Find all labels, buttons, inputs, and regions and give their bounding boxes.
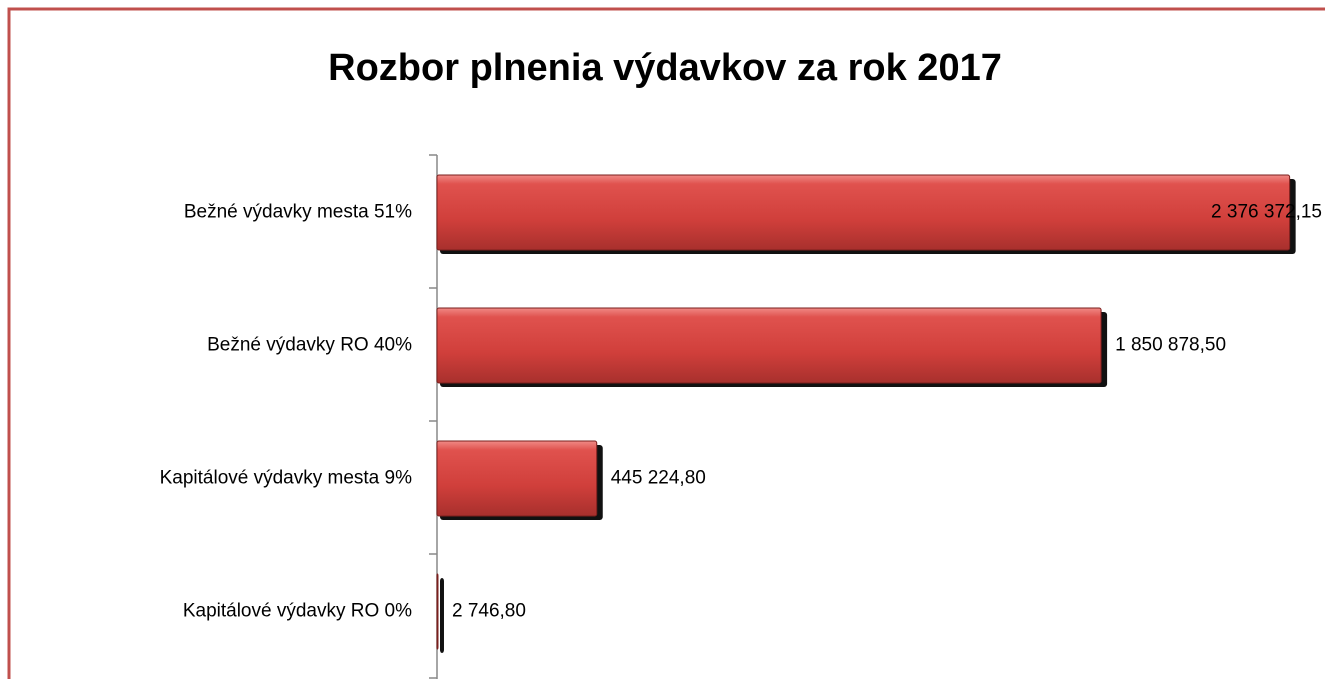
chart-title: Rozbor plnenia výdavkov za rok 2017 bbox=[328, 47, 1002, 89]
bar-shadow bbox=[440, 578, 444, 653]
frame bbox=[7, 7, 1325, 679]
category-label: Kapitálové výdavky mesta 9% bbox=[160, 468, 413, 489]
value-label: 2 376 372,15 bbox=[1211, 202, 1322, 223]
value-label: 445 224,80 bbox=[611, 468, 706, 489]
value-label: 1 850 878,50 bbox=[1115, 335, 1226, 356]
value-label: 2 746,80 bbox=[452, 601, 526, 622]
category-label: Bežné výdavky RO 40% bbox=[207, 335, 412, 356]
bar bbox=[436, 440, 598, 517]
bar bbox=[436, 174, 1291, 251]
category-label: Bežné výdavky mesta 51% bbox=[184, 202, 412, 223]
bar bbox=[436, 307, 1102, 384]
category-label: Kapitálové výdavky RO 0% bbox=[183, 601, 412, 622]
bar bbox=[436, 573, 439, 650]
